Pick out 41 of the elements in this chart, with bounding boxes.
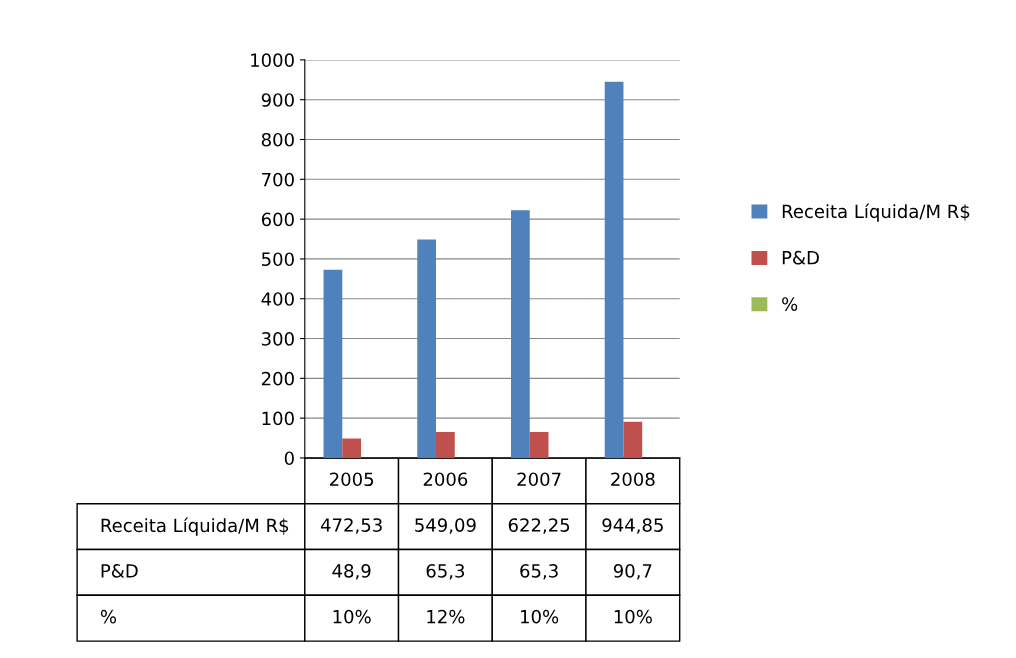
bar (342, 438, 362, 458)
y-tick-label: 800 (261, 132, 294, 147)
bar (511, 210, 530, 458)
data-label: 48,9 (332, 564, 371, 580)
legend-label: P&D (782, 250, 819, 265)
y-tick-label: 300 (261, 332, 294, 346)
y-tick-label: 500 (262, 252, 294, 267)
data-label: 12% (427, 609, 465, 624)
bar (604, 81, 624, 458)
data-label: 549,09 (415, 518, 476, 534)
y-tick-label: 0 (284, 451, 294, 466)
data-label: 10% (521, 609, 559, 624)
data-label: 90,7 (613, 564, 652, 580)
x-tick-label: 2007 (517, 472, 561, 487)
data-label: 10% (614, 609, 652, 624)
y-tick-label: 1000 (251, 53, 294, 67)
y-tick-label: 100 (262, 411, 294, 426)
x-tick-label: 2008 (611, 472, 655, 487)
bar (623, 421, 643, 458)
text: % (100, 609, 117, 624)
data-label: 944,85 (602, 518, 663, 534)
y-tick-label: 600 (261, 212, 294, 227)
x-tick-label: 2006 (423, 472, 468, 487)
data-label: 10% (333, 609, 371, 624)
y-tick-label: 900 (261, 93, 294, 107)
bar (417, 239, 437, 458)
y-tick-label: 200 (261, 371, 294, 386)
bar (529, 431, 549, 458)
x-tick-label: 2005 (330, 472, 374, 487)
data-label: 65,3 (520, 564, 558, 580)
y-tick-label: 400 (261, 292, 294, 306)
bar (436, 431, 455, 458)
y-tick-label: 700 (262, 172, 294, 187)
bar (323, 269, 343, 458)
legend-label: % (782, 297, 798, 311)
text: Receita Líquida/M R$ (101, 517, 289, 536)
data-label: 472,53 (320, 518, 382, 534)
text: P&D (101, 564, 138, 578)
data-label: 65,3 (426, 564, 465, 580)
legend-label: Receita Líquida/M R$ (782, 203, 970, 222)
data-label: 622,25 (508, 518, 570, 534)
